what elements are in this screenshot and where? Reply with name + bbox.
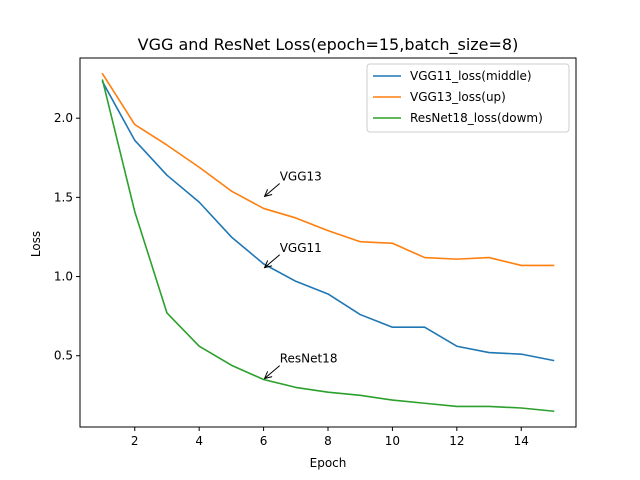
x-tick-label: 6 xyxy=(260,434,268,448)
chart-title: VGG and ResNet Loss(epoch=15,batch_size=… xyxy=(138,35,519,55)
annotation-arrow xyxy=(265,254,281,268)
legend-entry-label: VGG13_loss(up) xyxy=(410,90,506,104)
legend-box xyxy=(366,63,570,133)
annotation-label: VGG11 xyxy=(280,241,322,255)
x-tick-label: 12 xyxy=(449,434,464,448)
x-tick-label: 2 xyxy=(131,434,139,448)
x-tick-label: 10 xyxy=(385,434,400,448)
x-tick-label: 4 xyxy=(195,434,203,448)
annotation-label: ResNet18 xyxy=(280,352,338,366)
legend-entry-label: ResNet18_loss(dowm) xyxy=(410,111,543,125)
x-tick-label: 8 xyxy=(324,434,332,448)
x-axis-label: Epoch xyxy=(310,456,347,470)
annotation-label: VGG13 xyxy=(280,170,322,184)
y-tick-label: 0.5 xyxy=(54,349,73,363)
annotation-arrow xyxy=(265,183,281,197)
legend-entry-label: VGG11_loss(middle) xyxy=(410,69,532,83)
x-tick-label: 14 xyxy=(514,434,529,448)
y-tick-label: 2.0 xyxy=(54,111,73,125)
series-line-0 xyxy=(101,80,555,362)
y-axis-label: Loss xyxy=(29,231,43,257)
series-line-2 xyxy=(101,79,555,413)
series-line-1 xyxy=(101,72,555,267)
annotation-arrow xyxy=(265,365,281,379)
y-tick-label: 1.5 xyxy=(54,190,73,204)
y-tick-label: 1.0 xyxy=(54,270,73,284)
plot-area: 2 4 6 8 10 12 14 0.5 1.0 1.5 2.0 VGG13 VGG11 ResNet18… xyxy=(54,57,577,448)
